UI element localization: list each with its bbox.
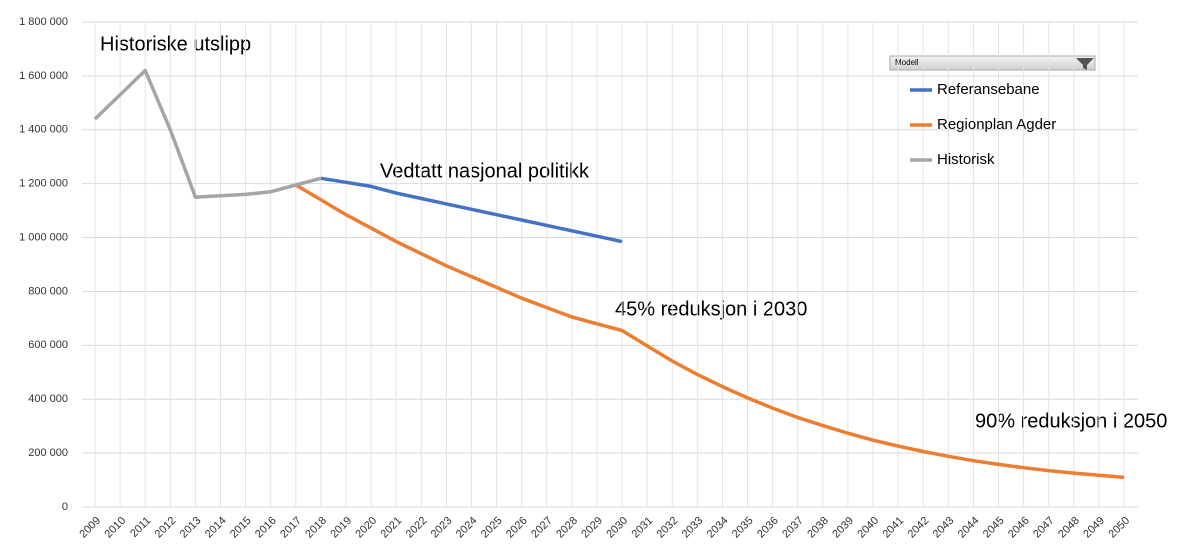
x-tick-label: 2042 bbox=[906, 515, 932, 541]
x-tick-label: 2026 bbox=[504, 515, 530, 541]
x-tick-label: 2012 bbox=[153, 515, 179, 541]
x-tick-label: 2013 bbox=[178, 515, 204, 541]
x-tick-label: 2024 bbox=[454, 515, 480, 541]
x-tick-label: 2023 bbox=[429, 515, 455, 541]
annotation: Vedtatt nasjonal politikk bbox=[380, 160, 590, 182]
x-tick-label: 2025 bbox=[479, 515, 505, 541]
x-tick-label: 2030 bbox=[604, 515, 630, 541]
x-tick-label: 2045 bbox=[981, 515, 1007, 541]
x-tick-label: 2019 bbox=[328, 515, 354, 541]
x-tick-label: 2046 bbox=[1006, 515, 1032, 541]
x-tick-label: 2038 bbox=[805, 515, 831, 541]
x-tick-label: 2031 bbox=[630, 515, 656, 541]
y-tick-label: 600 000 bbox=[28, 339, 68, 351]
x-tick-label: 2041 bbox=[880, 515, 906, 541]
x-tick-label: 2039 bbox=[830, 515, 856, 541]
x-tick-label: 2036 bbox=[755, 515, 781, 541]
x-tick-label: 2015 bbox=[228, 515, 254, 541]
x-tick-label: 2043 bbox=[931, 515, 957, 541]
y-tick-label: 1 600 000 bbox=[19, 70, 68, 82]
legend-label: Historisk bbox=[937, 151, 995, 168]
x-tick-label: 2048 bbox=[1056, 515, 1082, 541]
series-line bbox=[93, 68, 322, 199]
y-tick-label: 400 000 bbox=[28, 393, 68, 405]
annotation: 90% reduksjon i 2050 bbox=[975, 410, 1167, 432]
y-tick-label: 0 bbox=[62, 501, 68, 513]
legend-label: Referansebane bbox=[937, 81, 1040, 98]
annotation: Historiske utslipp bbox=[100, 33, 251, 55]
series-line bbox=[320, 176, 623, 244]
legend-title: Modell bbox=[895, 58, 919, 67]
x-tick-label: 2016 bbox=[253, 515, 279, 541]
x-tick-label: 2009 bbox=[77, 515, 103, 541]
x-tick-label: 2037 bbox=[780, 515, 806, 541]
legend-label: Regionplan Agder bbox=[937, 116, 1056, 133]
x-tick-label: 2035 bbox=[730, 515, 756, 541]
x-tick-label: 2010 bbox=[102, 515, 128, 541]
x-tick-label: 2040 bbox=[855, 515, 881, 541]
x-tick-label: 2029 bbox=[579, 515, 605, 541]
x-tick-label: 2021 bbox=[379, 515, 405, 541]
annotation: 45% reduksjon i 2030 bbox=[615, 298, 807, 320]
x-tick-label: 2020 bbox=[353, 515, 379, 541]
x-tick-label: 2049 bbox=[1081, 515, 1107, 541]
y-tick-label: 1 800 000 bbox=[19, 16, 68, 28]
y-tick-label: 200 000 bbox=[28, 447, 68, 459]
y-tick-label: 1 400 000 bbox=[19, 124, 68, 136]
x-tick-label: 2022 bbox=[404, 515, 430, 541]
x-tick-label: 2028 bbox=[554, 515, 580, 541]
x-tick-label: 2018 bbox=[303, 515, 329, 541]
y-tick-label: 1 000 000 bbox=[19, 231, 68, 243]
x-tick-label: 2047 bbox=[1031, 515, 1057, 541]
legend-header[interactable] bbox=[889, 55, 1096, 71]
x-tick-label: 2034 bbox=[705, 515, 731, 541]
x-tick-label: 2033 bbox=[680, 515, 706, 541]
y-tick-label: 800 000 bbox=[28, 285, 68, 297]
x-tick-label: 2011 bbox=[128, 515, 153, 540]
x-tick-label: 2027 bbox=[529, 515, 555, 541]
x-tick-label: 2017 bbox=[278, 515, 304, 541]
x-tick-label: 2014 bbox=[203, 515, 229, 541]
series-line bbox=[294, 183, 1125, 480]
filter-icon[interactable] bbox=[1076, 58, 1094, 70]
x-tick-label: 2032 bbox=[655, 515, 681, 541]
x-tick-label: 2050 bbox=[1106, 515, 1132, 541]
x-tick-label: 2044 bbox=[956, 515, 982, 541]
y-tick-label: 1 200 000 bbox=[19, 178, 68, 190]
